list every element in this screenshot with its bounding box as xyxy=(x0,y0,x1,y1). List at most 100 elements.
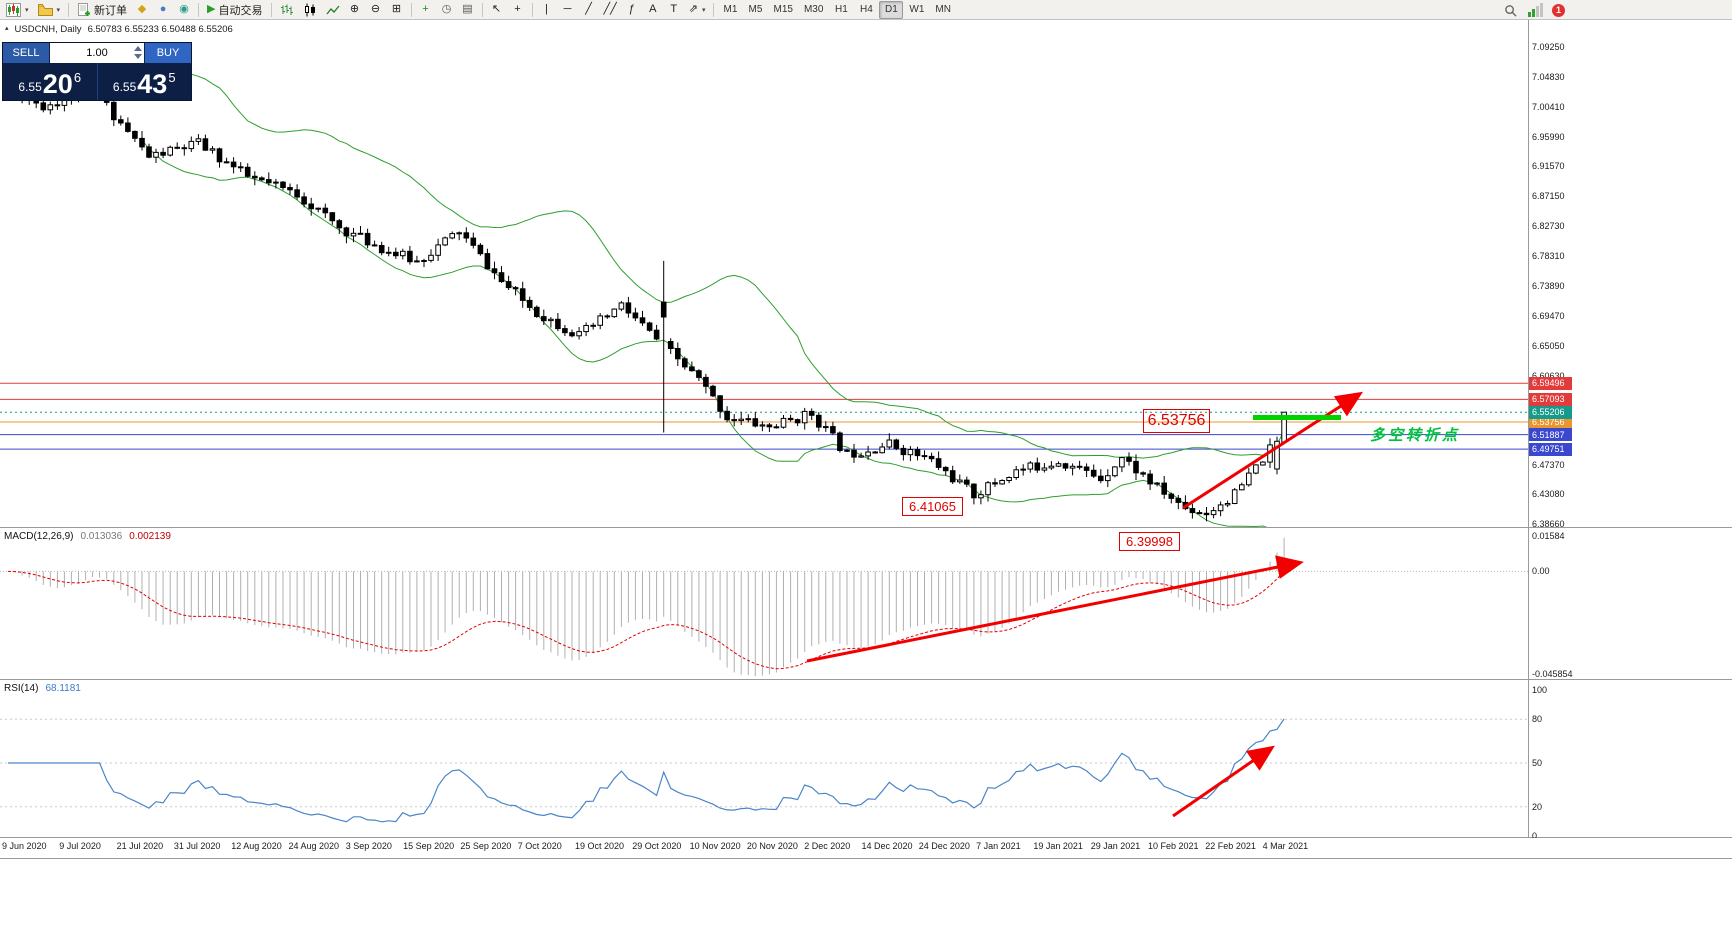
new-chart-button[interactable]: ▾ xyxy=(2,1,33,19)
arrows-tool-icon: ⇗ xyxy=(688,3,698,15)
timeframe-m1-button[interactable]: M1 xyxy=(723,4,738,15)
channel-button[interactable]: ╱╱ xyxy=(600,1,621,19)
zoom-in-button[interactable]: ⊕ xyxy=(345,1,365,19)
timeframe-w1-button[interactable]: W1 xyxy=(909,4,925,15)
price-tick-label: 7.09250 xyxy=(1532,42,1565,52)
tile-windows-button[interactable]: ⊞ xyxy=(387,1,407,19)
volume-spinner[interactable] xyxy=(134,46,142,59)
profiles-button[interactable]: ▾ xyxy=(34,1,65,19)
panel-separator-macd-rsi xyxy=(0,679,1732,680)
timeframe-mn-button[interactable]: MN xyxy=(935,4,951,15)
periods-button[interactable]: ◷ xyxy=(437,1,457,19)
date-tick-label: 3 Sep 2020 xyxy=(345,841,392,851)
date-tick-label: 24 Aug 2020 xyxy=(288,841,340,851)
search-button[interactable] xyxy=(1500,1,1521,19)
date-tick-label: 9 Jun 2020 xyxy=(2,841,47,851)
volume-input[interactable]: 1.00 xyxy=(49,43,145,63)
timeframe-h4-button[interactable]: H4 xyxy=(859,4,873,15)
text-tool-button[interactable]: A xyxy=(643,1,663,19)
sell-button[interactable]: SELL xyxy=(3,43,49,63)
terminal-button[interactable]: ● xyxy=(153,1,173,19)
cursor-button[interactable]: ↖ xyxy=(487,1,507,19)
indicators-button[interactable]: + xyxy=(416,1,436,19)
timeframe-d1-button[interactable]: D1 xyxy=(879,0,904,19)
new-order-button[interactable]: 新订单 xyxy=(73,1,131,19)
zoom-out-icon: ⊖ xyxy=(370,3,381,15)
autotrading-button[interactable]: ▶ 自动交易 xyxy=(203,1,266,19)
label-tool-icon: T xyxy=(670,3,678,15)
timeframe-h1-button[interactable]: H1 xyxy=(834,4,848,15)
arrows-tool-button[interactable]: ⇗ ▾ xyxy=(685,1,710,19)
templates-button[interactable]: ▤ xyxy=(458,1,478,19)
date-tick-label: 12 Aug 2020 xyxy=(231,841,282,851)
buy-price-sup: 5 xyxy=(168,70,176,85)
price-tick-label: 6.82730 xyxy=(1532,221,1565,232)
macd-scale-label: 0.01584 xyxy=(1532,531,1565,541)
rsi-scale-label: 100 xyxy=(1532,685,1548,695)
toolbar-separator xyxy=(68,2,70,17)
rsi-scale-label: 80 xyxy=(1532,714,1543,725)
sell-price[interactable]: 6.55 20 6 xyxy=(3,63,98,100)
volume-up-icon[interactable] xyxy=(134,46,142,51)
vertical-line-icon: | xyxy=(545,3,548,15)
crosshair-button[interactable]: + xyxy=(508,1,528,19)
trendline-button[interactable]: ╱ xyxy=(579,1,599,19)
fibonacci-button[interactable]: ƒ xyxy=(622,1,642,19)
notification-badge[interactable]: 1 xyxy=(1552,3,1565,17)
profiles-icon xyxy=(37,4,53,16)
price-axis[interactable]: 7.09250 7.04830 7.00410 6.95990 6.91570 6.871… xyxy=(1528,20,1732,841)
macd-signal-value: 0.002139 xyxy=(129,531,171,542)
buy-price[interactable]: 6.55 43 5 xyxy=(98,63,192,100)
price-tag: 6.53756 xyxy=(1529,415,1572,429)
vertical-line-button[interactable]: | xyxy=(537,1,557,19)
timeframe-m15-button[interactable]: M15 xyxy=(773,4,793,15)
price-callout[interactable]: 6.39998 xyxy=(1119,532,1180,551)
price-tick-label: 6.38660 xyxy=(1532,519,1565,529)
price-tick-label: 6.65050 xyxy=(1532,340,1565,351)
time-axis[interactable]: 9 Jun 2020 9 Jul 2020 21 Jul 2020 31 Jul 20… xyxy=(0,838,1732,858)
buy-price-big: 43 xyxy=(137,69,168,99)
price-callout[interactable]: 6.53756 xyxy=(1143,409,1210,433)
zoom-out-button[interactable]: ⊖ xyxy=(366,1,386,19)
price-tick-label: 6.87150 xyxy=(1532,191,1565,202)
symbol-marker-icon: ▴ xyxy=(5,25,9,32)
timeframe-m5-button[interactable]: M5 xyxy=(748,4,763,15)
line-chart-type-button[interactable] xyxy=(322,1,344,19)
community-button[interactable]: ◉ xyxy=(174,1,194,19)
date-tick-label: 15 Sep 2020 xyxy=(403,841,455,851)
price-tick-label: 7.00410 xyxy=(1532,101,1565,112)
rsi-scale-label: 20 xyxy=(1532,801,1543,812)
toolbar-separator xyxy=(270,2,272,17)
turning-point-label[interactable]: 多空转折点 xyxy=(1370,427,1461,444)
fibonacci-icon: ƒ xyxy=(628,3,635,15)
price-tick-label: 6.95990 xyxy=(1532,131,1565,142)
toolbar-status-cluster: 1 xyxy=(1500,2,1565,18)
horizontal-line-button[interactable]: ─ xyxy=(558,1,578,19)
date-tick-label: 7 Jan 2021 xyxy=(976,841,1021,851)
buy-button[interactable]: BUY xyxy=(145,43,191,63)
community-icon: ◉ xyxy=(179,3,189,15)
bar-chart-type-button[interactable] xyxy=(276,1,298,19)
horizontal-line-icon: ─ xyxy=(563,3,572,15)
autotrading-label: 自动交易 xyxy=(218,4,263,17)
price-tick-label: 6.73890 xyxy=(1532,280,1565,291)
tile-windows-icon: ⊞ xyxy=(391,3,402,15)
label-tool-button[interactable]: T xyxy=(664,1,684,19)
connection-signal-icon xyxy=(1528,3,1543,17)
terminal-icon: ● xyxy=(159,3,167,15)
periods-icon: ◷ xyxy=(441,3,452,15)
volume-down-icon[interactable] xyxy=(134,54,142,59)
date-tick-label: 10 Nov 2020 xyxy=(689,841,741,851)
metaeditor-button[interactable]: ◆ xyxy=(132,1,152,19)
price-tick-label: 6.69470 xyxy=(1532,310,1565,321)
candle-chart-type-button[interactable] xyxy=(299,1,321,19)
timeframe-m30-button[interactable]: M30 xyxy=(803,4,824,15)
price-callout[interactable]: 6.41065 xyxy=(902,497,963,516)
autotrading-icon: ▶ xyxy=(207,3,216,15)
zoom-in-icon: ⊕ xyxy=(349,3,360,15)
one-click-trading-panel: SELL 1.00 BUY 6.55 20 6 6.55 43 5 xyxy=(2,42,192,101)
metaeditor-icon: ◆ xyxy=(137,3,147,15)
buy-price-small: 6.55 xyxy=(112,80,137,94)
sell-price-big: 20 xyxy=(42,69,73,99)
